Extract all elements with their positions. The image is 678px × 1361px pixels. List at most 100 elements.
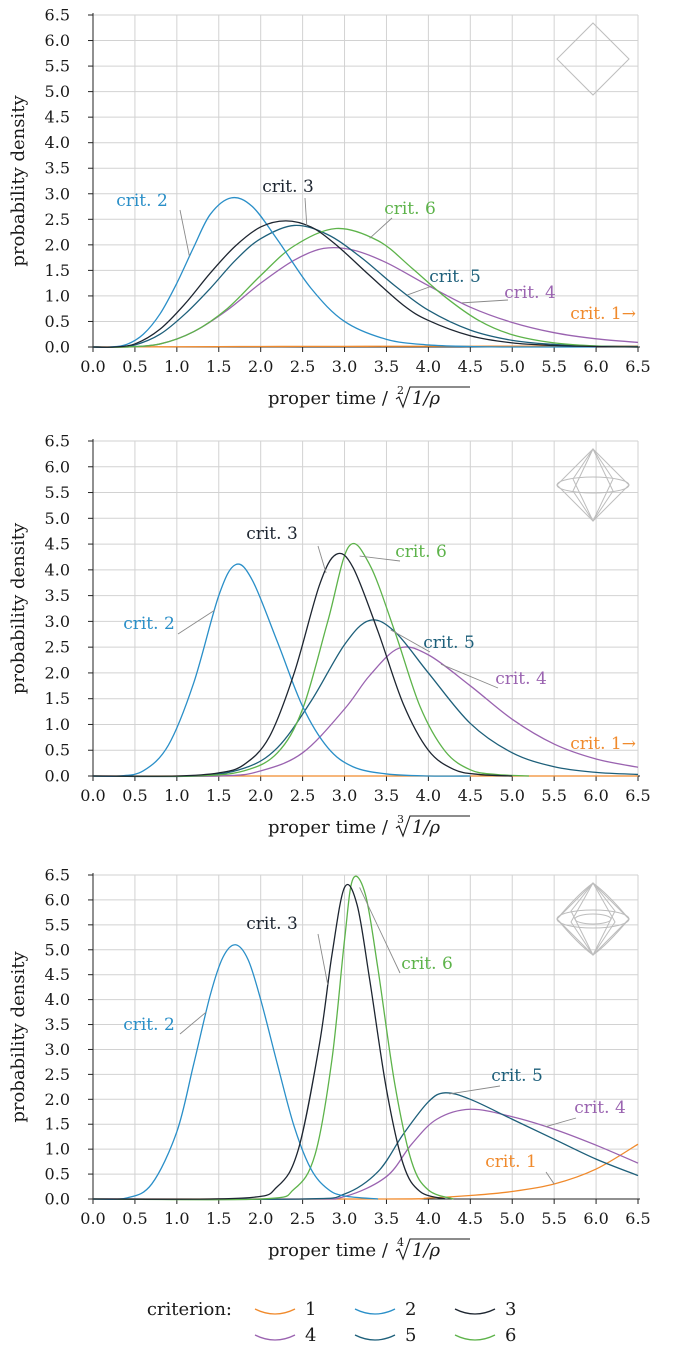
legend-swatch-6 bbox=[454, 1334, 496, 1341]
series-line-crit-3 bbox=[92, 220, 639, 348]
y-tick-label: 1.0 bbox=[45, 715, 70, 734]
label-crit-5: crit. 5 bbox=[429, 267, 481, 287]
label-crit-4: crit. 4 bbox=[495, 669, 547, 689]
octahedron-icon bbox=[556, 447, 630, 522]
label-crit-5: crit. 5 bbox=[423, 633, 475, 653]
y-tick-label: 3.5 bbox=[45, 1015, 70, 1034]
legend-item-1: 1 bbox=[254, 1299, 316, 1320]
series-lines bbox=[92, 542, 639, 778]
x-tick-label: 0.0 bbox=[80, 1209, 105, 1228]
x-tick-label: 2.0 bbox=[248, 357, 273, 376]
legend-item-3: 3 bbox=[454, 1299, 516, 1320]
chart-panel-3: 0.0 0.5 1.0 1.5 2.0 2.5 3.0 3.5 4.0 4.5 5.0 5.5 6.0 6… bbox=[8, 866, 651, 1262]
series-annotations: crit. 1→ crit. 2 crit. 3 crit. 4 crit. 5 crit… bbox=[116, 177, 636, 324]
x-tick-label: 2.5 bbox=[290, 786, 315, 805]
x-tick-label: 2.5 bbox=[290, 357, 315, 376]
leader-line-crit-1 bbox=[545, 1171, 555, 1185]
y-tick-label: 1.0 bbox=[45, 1140, 70, 1159]
x-tick-label: 0.5 bbox=[122, 1209, 147, 1228]
series-annotations: crit. 1→ crit. 2 crit. 3 crit. 4 crit. 5 crit… bbox=[123, 524, 636, 754]
y-tick-label: 1.5 bbox=[45, 689, 70, 708]
polytope-4d-icon bbox=[556, 881, 630, 957]
x-tick-label: 4.0 bbox=[416, 1209, 441, 1228]
label-crit-3: crit. 3 bbox=[246, 524, 298, 544]
label-crit-6: crit. 6 bbox=[401, 954, 453, 974]
x-tick-label: 2.5 bbox=[290, 1209, 315, 1228]
legend-item-4: 4 bbox=[254, 1325, 316, 1346]
x-axis-radicand: 1/ρ bbox=[412, 388, 441, 409]
leader-line-crit-2 bbox=[179, 209, 190, 257]
y-tick-label: 6.0 bbox=[45, 31, 70, 50]
x-tick-label: 4.5 bbox=[458, 357, 483, 376]
series-line-crit-3 bbox=[92, 552, 513, 777]
x-tick-label: 5.5 bbox=[541, 786, 566, 805]
y-tick-label: 4.0 bbox=[45, 990, 70, 1009]
y-tick-label: 6.5 bbox=[45, 866, 70, 885]
x-tick-label: 3.5 bbox=[374, 357, 399, 376]
legend-title: criterion: bbox=[147, 1299, 232, 1320]
x-tick-label: 4.0 bbox=[416, 357, 441, 376]
x-tick-label: 6.0 bbox=[583, 357, 608, 376]
x-tick-label: 6.5 bbox=[625, 357, 650, 376]
y-tick-label: 2.5 bbox=[45, 638, 70, 657]
leader-line-crit-2 bbox=[179, 1011, 207, 1035]
x-axis-label-text: proper time / bbox=[268, 388, 389, 409]
x-axis-radicand: 1/ρ bbox=[412, 1240, 441, 1261]
series-line-crit-5 bbox=[92, 224, 639, 348]
x-tick-label: 5.5 bbox=[541, 1209, 566, 1228]
legend-label-4: 4 bbox=[305, 1325, 316, 1346]
leader-line-crit-5 bbox=[390, 629, 431, 653]
leader-line-crit-5 bbox=[449, 1085, 501, 1095]
series-line-crit-5 bbox=[92, 1092, 639, 1201]
series-line-crit-3 bbox=[92, 883, 446, 1200]
y-tick-label: 4.5 bbox=[45, 108, 70, 127]
series-line-crit-2 bbox=[92, 944, 379, 1201]
y-tick-label: 0.5 bbox=[45, 741, 70, 760]
series-line-crit-1 bbox=[92, 345, 639, 348]
x-tick-label: 6.0 bbox=[583, 786, 608, 805]
series-lines bbox=[92, 196, 639, 348]
label-crit-2: crit. 2 bbox=[123, 614, 175, 634]
y-tick-label: 1.5 bbox=[45, 261, 70, 280]
label-crit-6: crit. 6 bbox=[395, 542, 447, 562]
y-tick-label: 6.5 bbox=[45, 432, 70, 451]
y-tick-label: 3.5 bbox=[45, 159, 70, 178]
label-crit-5: crit. 5 bbox=[491, 1066, 543, 1086]
y-tick-label: 2.0 bbox=[45, 1090, 70, 1109]
x-axis-label-text: proper time / bbox=[268, 1240, 389, 1261]
series-line-crit-6 bbox=[92, 875, 454, 1201]
x-tick-label: 1.5 bbox=[206, 1209, 231, 1228]
x-tick-label: 0.5 bbox=[122, 786, 147, 805]
x-tick-label: 3.0 bbox=[332, 1209, 357, 1228]
series-lines bbox=[92, 875, 639, 1201]
x-tick-label: 1.5 bbox=[206, 786, 231, 805]
radical-sign bbox=[395, 1238, 470, 1261]
leader-line-crit-6 bbox=[359, 887, 401, 974]
x-tick-label: 5.0 bbox=[500, 357, 525, 376]
legend-item-6: 6 bbox=[454, 1325, 516, 1346]
x-tick-label: 3.5 bbox=[374, 786, 399, 805]
label-crit-2: crit. 2 bbox=[116, 191, 168, 211]
series-line-crit-4 bbox=[92, 1108, 639, 1200]
x-tick-label: 0.5 bbox=[122, 357, 147, 376]
x-axis-label: proper time / 4 1/ρ bbox=[268, 1236, 470, 1261]
y-tick-label: 0.0 bbox=[45, 338, 70, 357]
series-annotations: crit. 1 crit. 2 crit. 3 crit. 4 crit. 5 crit.… bbox=[123, 887, 626, 1185]
leader-line-crit-3 bbox=[317, 545, 327, 574]
leader-line-crit-5 bbox=[407, 285, 433, 296]
leader-line-crit-4 bbox=[440, 663, 499, 689]
x-tick-label: 3.0 bbox=[332, 357, 357, 376]
x-tick-label: 4.5 bbox=[458, 786, 483, 805]
x-axis-label-text: proper time / bbox=[268, 817, 389, 838]
y-tick-label: 3.5 bbox=[45, 586, 70, 605]
leader-line-crit-6 bbox=[359, 555, 401, 562]
x-tick-label: 1.5 bbox=[206, 357, 231, 376]
x-axis-root-index: 4 bbox=[397, 1236, 404, 1249]
leader-line-crit-3 bbox=[317, 933, 329, 985]
y-tick-label: 4.0 bbox=[45, 560, 70, 579]
label-crit-1: crit. 1 bbox=[485, 1152, 537, 1172]
leader-line-crit-2 bbox=[177, 609, 215, 635]
y-tick-label: 5.0 bbox=[45, 940, 70, 959]
x-tick-label: 2.0 bbox=[248, 1209, 273, 1228]
